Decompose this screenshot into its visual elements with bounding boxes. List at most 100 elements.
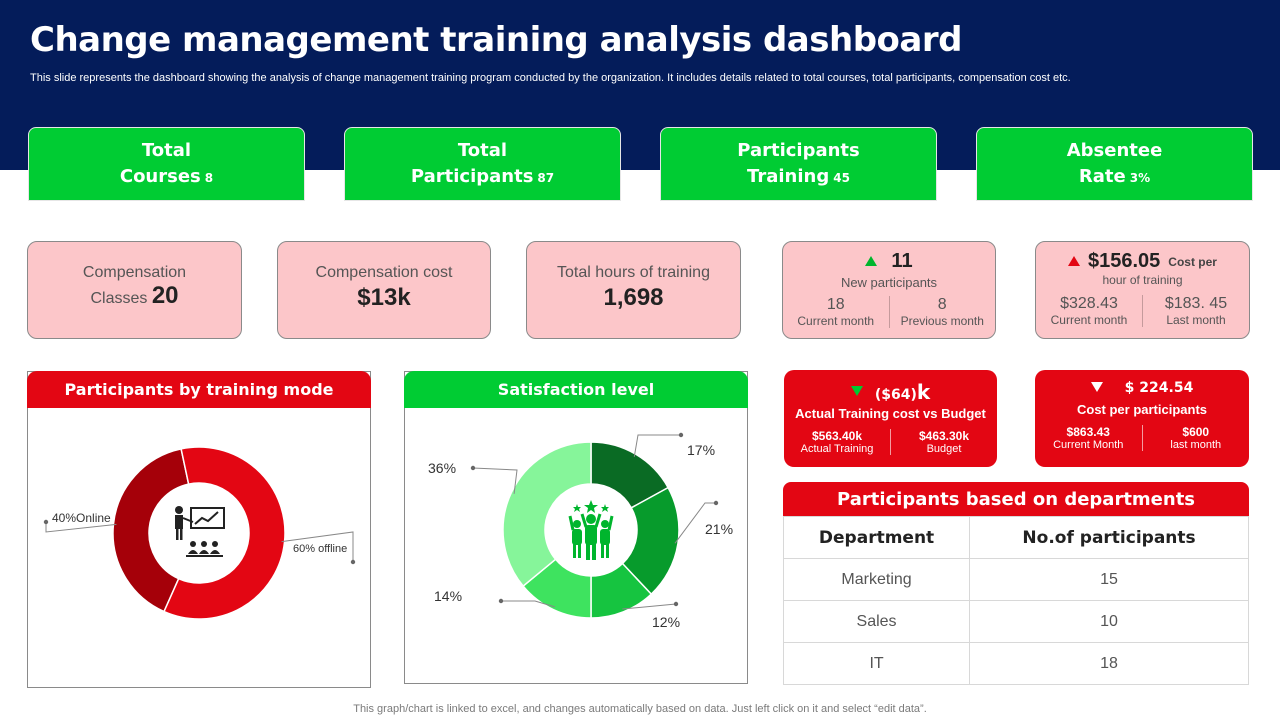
compensation-classes-card: Compensation Classes 20 [27, 241, 242, 339]
department-table-title: Participants based on departments [783, 482, 1249, 516]
cost-per-participant-value: $ 224.54 [1124, 380, 1194, 396]
cost-per-participant-card: $ 224.54 Cost per participants $863.43 Cu… [1035, 370, 1249, 467]
kpi-value: 87 [537, 170, 555, 185]
kpi-line1: Participants [737, 139, 860, 161]
compensation-classes-value: 20 [151, 282, 179, 309]
compensation-cost-card: Compensation cost $13k [277, 241, 491, 339]
table-row: Sales 10 [782, 600, 1249, 643]
compensation-classes-label1: Compensation [82, 264, 187, 281]
participants-column-header: No.of participants [969, 516, 1249, 559]
department-cell: IT [782, 642, 971, 685]
cost-per-hour-card: $156.05 Cost per hour of training $328.4… [1035, 241, 1250, 339]
page-title: Change management training analysis dash… [30, 20, 962, 60]
participants-cell: 18 [969, 642, 1249, 685]
leader-dot [678, 432, 684, 438]
participants-cell: 15 [969, 558, 1249, 601]
kpi-line2: Training [747, 165, 830, 187]
triangle-up-icon [1068, 253, 1080, 271]
leader-line [472, 467, 518, 494]
current-month-value: 18 [826, 296, 845, 313]
triangle-down-icon [850, 384, 863, 400]
slice-label: 14% [434, 588, 462, 604]
department-cell: Marketing [782, 558, 971, 601]
actual-training-label: Actual Training [800, 443, 874, 455]
leader-line [674, 502, 716, 544]
budget-value: $463.30k [918, 429, 970, 443]
total-hours-label: Total hours of training [557, 264, 710, 281]
current-month-value: $863.43 [1066, 425, 1110, 439]
previous-month-value: 8 [937, 296, 947, 313]
cost-per-hour-label2: hour of training [1102, 273, 1183, 287]
leader-dot [43, 519, 49, 525]
kpi-line2: Courses [119, 165, 201, 187]
current-month-label: Current month [1050, 313, 1128, 327]
leader-dot [673, 601, 679, 607]
department-cell: Sales [782, 600, 971, 643]
satisfaction-chart: 17% 21% 12% 14% 36% [428, 432, 733, 630]
satisfaction-panel: Satisfaction level 17% 21% 12% 14% 36% [404, 371, 748, 684]
last-month-value: $600 [1182, 425, 1210, 439]
current-month-label: Current month [797, 314, 875, 328]
page-subtitle: This slide represents the dashboard show… [30, 72, 1071, 84]
kpi-absentee-rate: Absentee Rate 3% [976, 127, 1253, 201]
donut-hole [149, 483, 249, 583]
previous-month-label: Previous month [900, 314, 984, 328]
kpi-line1: Total [141, 139, 192, 161]
kpi-total-courses: Total Courses 8 [28, 127, 305, 201]
cost-per-participant-title: Cost per participants [1076, 402, 1208, 417]
slice-label: 12% [652, 614, 680, 630]
footer-note: This graph/chart is linked to excel, and… [353, 703, 927, 715]
department-table: Participants based on departments Depart… [782, 482, 1249, 685]
slice-label: 60% offline [293, 543, 347, 555]
leader-dot [350, 559, 356, 565]
leader-line [501, 600, 555, 608]
budget-variance-suffix: k [916, 380, 931, 404]
kpi-line2: Rate [1078, 165, 1126, 187]
current-month-value: $328.43 [1060, 295, 1118, 312]
kpi-line1: Total [457, 139, 508, 161]
kpi-line2: Participants [410, 165, 534, 187]
kpi-value: 3% [1129, 170, 1151, 185]
training-mode-panel: Participants by training mode 40%Online 6… [27, 371, 371, 688]
leader-line [45, 522, 117, 533]
table-row: IT 18 [782, 642, 1249, 685]
leader-dot [713, 500, 719, 506]
triangle-up-icon [865, 253, 878, 271]
kpi-line1: Absentee [1066, 139, 1163, 161]
budget-card: ($64)k Actual Training cost vs Budget $5… [784, 370, 997, 467]
compensation-cost-label: Compensation cost [315, 264, 453, 281]
compensation-cost-value: $13k [357, 284, 411, 311]
slice-label: 40%Online [52, 511, 111, 525]
presentation-icon [175, 506, 225, 557]
department-column-header: Department [782, 516, 971, 559]
budget-variance-value: ($64) [874, 387, 917, 403]
current-month-label: Current Month [1053, 439, 1124, 451]
leader-line [633, 434, 681, 457]
kpi-total-participants: Total Participants 87 [344, 127, 621, 201]
leader-line [622, 603, 677, 610]
triangle-down-icon [1090, 380, 1103, 396]
slice-label: 36% [428, 460, 456, 476]
slice-label: 21% [705, 521, 733, 537]
kpi-value: 45 [833, 170, 850, 185]
new-participants-card: 11 New participants 18 Current month 8 Pre… [782, 241, 996, 339]
leader-dot [498, 598, 504, 604]
budget-label: Budget [926, 443, 962, 455]
team-celebration-icon [568, 500, 614, 560]
table-header-row: Department No.of participants [782, 516, 1249, 559]
cost-per-hour-label1: Cost per [1168, 254, 1217, 269]
satisfaction-title: Satisfaction level [404, 371, 748, 408]
budget-card-title: Actual Training cost vs Budget [795, 406, 986, 421]
actual-training-value: $563.40k [811, 429, 863, 443]
leader-line [281, 531, 354, 562]
total-hours-card: Total hours of training 1,698 [526, 241, 741, 339]
slice-label: 17% [687, 442, 715, 458]
last-month-label: Last month [1166, 313, 1226, 327]
last-month-value: $183. 45 [1164, 295, 1228, 312]
kpi-participants-training: Participants Training 45 [660, 127, 937, 201]
participants-cell: 10 [969, 600, 1249, 643]
training-mode-chart: 40%Online 60% offline [43, 446, 356, 620]
total-hours-value: 1,698 [603, 284, 664, 311]
last-month-label: last month [1170, 439, 1222, 451]
new-participants-value: 11 [891, 250, 913, 272]
